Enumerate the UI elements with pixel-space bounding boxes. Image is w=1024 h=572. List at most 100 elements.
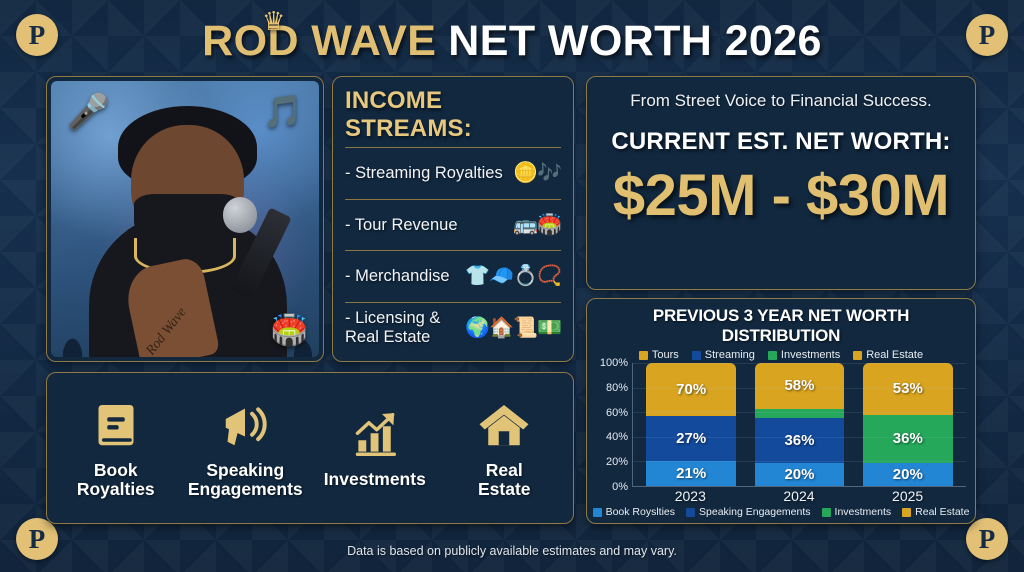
legend-bottom-item[interactable]: Book Royslties [592, 506, 675, 518]
music-notes-icon: 🎵 [263, 92, 303, 129]
chart-bar-segment[interactable]: 20% [754, 462, 845, 486]
chart-title: PREVIOUS 3 YEAR NET WORTH DISTRIBUTION [652, 306, 910, 345]
income-stream-item: - Streaming Royalties 🪙🎶 [345, 147, 562, 199]
category-speaking-engagements[interactable]: Speaking Engagements [181, 398, 311, 499]
house-icon [479, 404, 529, 445]
chart-bar-segment[interactable]: 58% [754, 363, 845, 409]
income-streams-panel: INCOME STREAMS: - Streaming Royalties 🪙🎶… [332, 76, 574, 362]
income-stream-label: - Licensing & Real Estate [345, 309, 441, 346]
legend-label: Investments [780, 349, 841, 361]
chart-bar-segment[interactable] [754, 408, 845, 419]
microphone-icon: 🎤 [67, 92, 110, 131]
chart-bar[interactable]: 20% 36% 53% [863, 363, 953, 486]
chart-gridline [633, 387, 966, 389]
category-investments[interactable]: Investments [310, 407, 440, 489]
legend-swatch-icon [821, 507, 831, 517]
legend-label: Investments [834, 506, 892, 518]
income-stream-item: - Tour Revenue 🚌🏟️ [345, 198, 562, 251]
income-stream-label: - Tour Revenue [345, 215, 458, 234]
pinterest-logo-bottom-right[interactable]: P [966, 518, 1008, 560]
legend-swatch-icon [686, 507, 696, 517]
category-label: Book Royalties [76, 459, 155, 499]
rod-wave-illustration: Rod Wave 🎤 🎵 🏟️ [51, 81, 319, 357]
revenue-categories-panel: Book Royalties Speaking Engagements Inve… [46, 372, 574, 524]
page-header: ♛ ROD WAVE NET WORTH 2026 [0, 8, 1024, 70]
legend-label: Speaking Engagements [699, 506, 811, 518]
chart-x-axis: 2023 2024 2025 [632, 487, 966, 504]
x-axis-tick-label: 2024 [783, 488, 815, 504]
legend-top-item[interactable]: Real Estate [853, 349, 923, 361]
page-title-white: NET WORTH 2026 [448, 16, 822, 65]
chart-plot-area: 21% 27% 70% 20% 36% 58% 20% 36% 53% [632, 363, 966, 487]
growth-chart-icon [355, 413, 396, 457]
chart-bar-segment[interactable]: 27% [646, 415, 736, 462]
y-axis-tick-label: 60% [605, 406, 628, 419]
chart-bar-segment[interactable]: 70% [646, 363, 736, 416]
y-axis-tick-label: 80% [605, 381, 628, 394]
chart-bar-segment[interactable]: 36% [863, 414, 953, 463]
legend-label: Real Estate [915, 506, 970, 518]
legend-swatch-icon [902, 507, 912, 517]
coins-music-icon: 🪙🎶 [513, 162, 562, 185]
book-icon [98, 404, 134, 445]
income-stream-label: - Streaming Royalties [345, 164, 503, 183]
income-stream-label: - Merchandise [345, 267, 450, 286]
bus-stadium-icon: 🚌🏟️ [513, 213, 562, 236]
legend-swatch-icon [853, 350, 863, 360]
chart-gridline [633, 461, 966, 463]
pinterest-logo-letter: P [978, 523, 996, 554]
chart-legend-top: Tours Streaming Investments Real Estate [596, 349, 966, 361]
net-worth-distribution-chart-panel: PREVIOUS 3 YEAR NET WORTH DISTRIBUTION T… [586, 298, 976, 524]
category-real-estate[interactable]: Real Estate [440, 398, 570, 499]
net-worth-value: $25M - $30M [612, 163, 950, 228]
chart-bars: 21% 27% 70% 20% 36% 58% 20% 36% 53% [633, 363, 966, 486]
chart-legend-bottom: Book Royslties Speaking Engagements Invest… [592, 506, 969, 518]
chart-gridline [633, 363, 966, 364]
pinterest-logo-top-left[interactable]: P [16, 14, 58, 56]
footer-disclaimer: Data is based on publicly available esti… [347, 544, 677, 558]
pinterest-logo-letter: P [28, 523, 46, 554]
y-axis-tick-label: 100% [599, 357, 628, 369]
income-stream-item: - Licensing & Real Estate 🌍🏠📜💵 [345, 301, 562, 354]
chart-bar-segment[interactable]: 53% [863, 363, 953, 415]
pinterest-logo-letter: P [28, 19, 46, 50]
pinterest-logo-bottom-left[interactable]: P [16, 518, 58, 560]
chart-bar[interactable]: 20% 36% 58% [754, 363, 845, 486]
page-title-gold: ROD WAVE [202, 16, 437, 65]
legend-top-item[interactable]: Investments [767, 349, 841, 361]
legend-swatch-icon [638, 350, 648, 360]
legend-bottom-item[interactable]: Investments [821, 506, 892, 518]
legend-bottom-item[interactable]: Speaking Engagements [686, 506, 811, 518]
category-label: Speaking Engagements [187, 459, 303, 499]
net-worth-tagline: From Street Voice to Financial Success. [630, 91, 932, 110]
category-label: Investments [323, 469, 426, 490]
legend-label: Streaming [704, 349, 755, 361]
globe-house-deed-money-icon: 🌍🏠📜💵 [465, 316, 562, 339]
chart-gridline [633, 436, 966, 438]
category-book-royalties[interactable]: Book Royalties [51, 398, 181, 499]
crown-icon: ♛ [262, 6, 286, 36]
legend-label: Tours [651, 349, 679, 361]
chart-plot: 0% 20% 40% 60% 80% 100% 21% 27% 70% 20% 36% 58% 20%… [596, 357, 966, 493]
income-stream-item: - Merchandise 👕🧢💍📿 [345, 250, 562, 302]
y-axis-tick-label: 20% [605, 456, 628, 469]
artist-portrait-panel: Rod Wave 🎤 🎵 🏟️ [46, 76, 324, 362]
category-label: Real Estate [477, 459, 531, 499]
pinterest-logo-letter: P [978, 19, 996, 50]
pinterest-logo-top-right[interactable]: P [966, 14, 1008, 56]
net-worth-panel: From Street Voice to Financial Success. … [586, 76, 976, 290]
legend-bottom-item[interactable]: Real Estate [902, 506, 969, 518]
y-axis-tick-label: 0% [612, 481, 628, 493]
income-streams-title: INCOME STREAMS: [345, 87, 472, 142]
legend-top-item[interactable]: Tours [638, 349, 679, 361]
chart-bar-segment[interactable]: 36% [754, 418, 845, 463]
net-worth-label: CURRENT EST. NET WORTH: [611, 128, 951, 155]
chart-bar[interactable]: 21% 27% 70% [646, 363, 736, 486]
stadium-icon: 🏟️ [270, 313, 309, 347]
chart-y-axis: 0% 20% 40% 60% 80% 100% [596, 357, 632, 493]
legend-label: Real Estate [866, 349, 924, 361]
chart-bar-segment[interactable]: 21% [646, 461, 736, 486]
legend-top-item[interactable]: Streaming [691, 349, 755, 361]
chart-bar-segment[interactable]: 20% [863, 462, 953, 486]
legend-swatch-icon [592, 507, 602, 517]
